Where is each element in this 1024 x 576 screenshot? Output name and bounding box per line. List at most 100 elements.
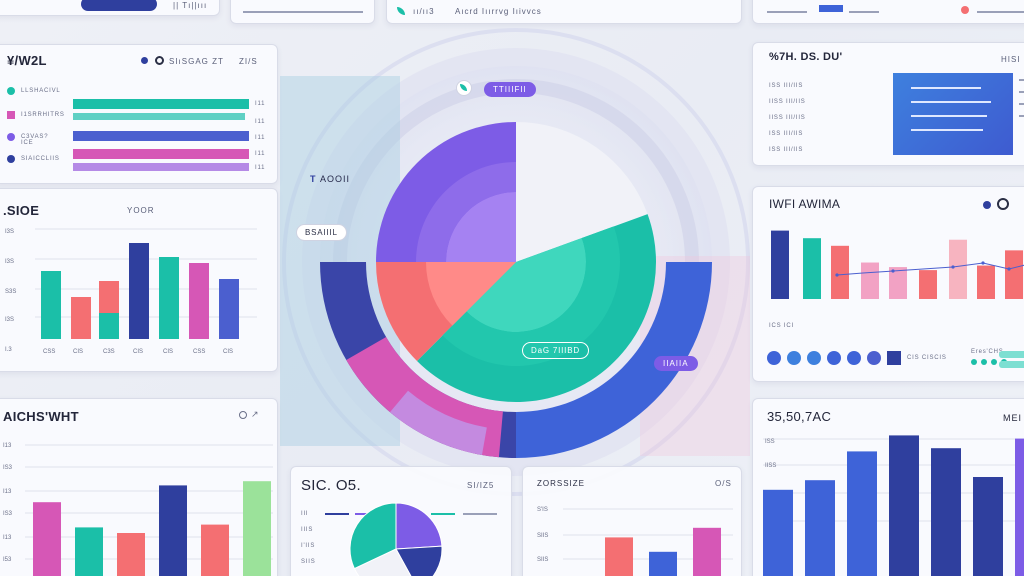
pie-slice bbox=[353, 548, 412, 576]
halo-ring bbox=[282, 28, 750, 496]
x-tick-label: C3S bbox=[103, 349, 115, 355]
topbar-seg3: ıı/ıı3 bbox=[413, 7, 435, 16]
panel-title: IWFI AWIMA bbox=[769, 197, 841, 211]
trend-point bbox=[891, 269, 895, 273]
center-right-pill[interactable]: IIAIIA bbox=[654, 356, 698, 371]
legend-dot[interactable] bbox=[827, 351, 841, 365]
panel-mid-right: IWFI AWIMA ICS ICI CIS CISCIS Eres'CHS bbox=[752, 186, 1024, 382]
dot-icon bbox=[983, 201, 991, 209]
inner-coral bbox=[426, 262, 516, 326]
bar bbox=[159, 257, 179, 339]
swatch bbox=[991, 359, 997, 365]
scroll-lines bbox=[1019, 79, 1024, 117]
pie-slice bbox=[395, 545, 443, 576]
hbar-2 bbox=[73, 113, 245, 120]
topbar-seg1: || Tı||ııı bbox=[173, 1, 208, 10]
center-top-pill[interactable]: TTIIIFII bbox=[484, 82, 536, 97]
tick: IIIS bbox=[301, 527, 314, 533]
mid-teal bbox=[442, 226, 620, 366]
legend-swatch bbox=[7, 133, 15, 141]
y-ticks: I13 IS3 I13 IS3 I13 I53 bbox=[3, 443, 13, 563]
bar bbox=[977, 265, 995, 299]
line bbox=[1019, 103, 1024, 105]
bars bbox=[41, 243, 239, 339]
x-tick-label: CSS bbox=[43, 349, 55, 355]
trend-point bbox=[1007, 267, 1011, 271]
y-tick-label: I3S bbox=[5, 229, 14, 235]
swatch bbox=[981, 359, 987, 365]
chip bbox=[999, 361, 1024, 368]
legend-swatch bbox=[7, 155, 15, 163]
circle-icon bbox=[155, 56, 164, 65]
y-tick-label: S3S bbox=[5, 289, 16, 295]
outer-arc-blue bbox=[516, 262, 712, 458]
topbar-line bbox=[767, 11, 807, 13]
bar bbox=[1015, 438, 1024, 576]
panel-top-right: %7H. DS. DU' HISI ISS III/IIS IISS III/I… bbox=[752, 42, 1024, 166]
y-tick-label: SIIS bbox=[537, 557, 548, 563]
bars bbox=[763, 435, 1024, 576]
legend-dot[interactable] bbox=[767, 351, 781, 365]
legend-dot[interactable] bbox=[847, 351, 861, 365]
bar bbox=[889, 267, 907, 299]
comment-icon[interactable] bbox=[239, 411, 247, 419]
bar-chart-bottom-right: ISS IISS IS3 bbox=[763, 435, 1024, 576]
topbar-pill[interactable] bbox=[81, 0, 157, 11]
bar bbox=[771, 230, 789, 299]
legend-text: CIS CISCIS bbox=[907, 355, 947, 361]
topbar-right bbox=[752, 0, 1024, 24]
legend-dot[interactable] bbox=[807, 351, 821, 365]
bar-chart-bottom-center-2: S'IS SIIS SIIS bbox=[537, 507, 733, 576]
bar bbox=[919, 270, 937, 299]
trend-points bbox=[835, 261, 1011, 277]
y-tick-label: I53 bbox=[3, 557, 12, 563]
settings-icon[interactable] bbox=[997, 198, 1009, 210]
legend-dot[interactable] bbox=[787, 351, 801, 365]
legend-swatch bbox=[7, 111, 15, 119]
tick: ISS III/IIS bbox=[769, 131, 804, 137]
swatch bbox=[971, 359, 977, 365]
bar bbox=[129, 243, 149, 339]
topbar-left: || Tı||ııı bbox=[0, 0, 220, 16]
tick: SIIS bbox=[301, 559, 316, 565]
bar bbox=[649, 551, 677, 576]
dot-icon bbox=[141, 57, 148, 64]
leaf-icon bbox=[397, 7, 405, 15]
panel-sub: YOOR bbox=[127, 206, 155, 215]
bars bbox=[771, 230, 1023, 299]
tick: I'IIS bbox=[301, 543, 316, 549]
y-tick-label: I13 bbox=[3, 489, 12, 495]
legend-label: I1SRRHITRS bbox=[21, 112, 65, 118]
legend-label: SIAICCLIIS bbox=[21, 156, 60, 162]
tick: IISS III/IIS bbox=[769, 99, 806, 105]
record-dot-icon[interactable] bbox=[961, 6, 969, 14]
y-tick-label: I.3 bbox=[5, 347, 12, 353]
bar bbox=[189, 263, 209, 339]
panel-title: ¥/W2L bbox=[7, 53, 47, 68]
bar-chart-mid-left: I3S I3S S3S I3S I.3 CSS CIS C3S CIS CIS CSS CI… bbox=[5, 228, 257, 355]
legend-dot[interactable] bbox=[867, 351, 881, 365]
arrow-icon[interactable]: ↗ bbox=[251, 409, 259, 419]
line bbox=[463, 513, 497, 515]
hbar-5 bbox=[73, 163, 249, 171]
bar bbox=[763, 489, 793, 576]
bar bbox=[71, 297, 91, 339]
line bbox=[325, 513, 349, 515]
center-radial-chart bbox=[280, 28, 750, 496]
topbar-seg-search[interactable] bbox=[230, 0, 375, 24]
legend-square[interactable] bbox=[887, 351, 901, 365]
tick: IISS III/IIS bbox=[769, 115, 806, 121]
y-ticks: ISS IISS IS3 bbox=[765, 439, 776, 497]
x-tick-label: CIS bbox=[73, 349, 83, 355]
teal-chips bbox=[999, 351, 1024, 368]
pie-slices bbox=[349, 502, 443, 576]
panel-mid-left: .SIOE YOOR I3S I3S S3S I3S I.3 CSS CIS C3S… bbox=[0, 188, 278, 372]
x-ticks: CSS CIS C3S CIS CIS CSS CIS bbox=[43, 349, 233, 355]
y-tick-label: I3S bbox=[5, 259, 14, 265]
center-left-chip[interactable]: BSAIIIL bbox=[296, 224, 347, 241]
bar bbox=[75, 527, 103, 576]
center-bottom-chip[interactable]: DaG 7IIIBD bbox=[522, 342, 589, 359]
center-left-label: T AOOII bbox=[310, 174, 350, 184]
panel-bottom-center-1: SIC. O5. SI/IZ5 III IIIS I'IIS SIIS bbox=[290, 466, 512, 576]
pie-slice bbox=[395, 502, 443, 550]
